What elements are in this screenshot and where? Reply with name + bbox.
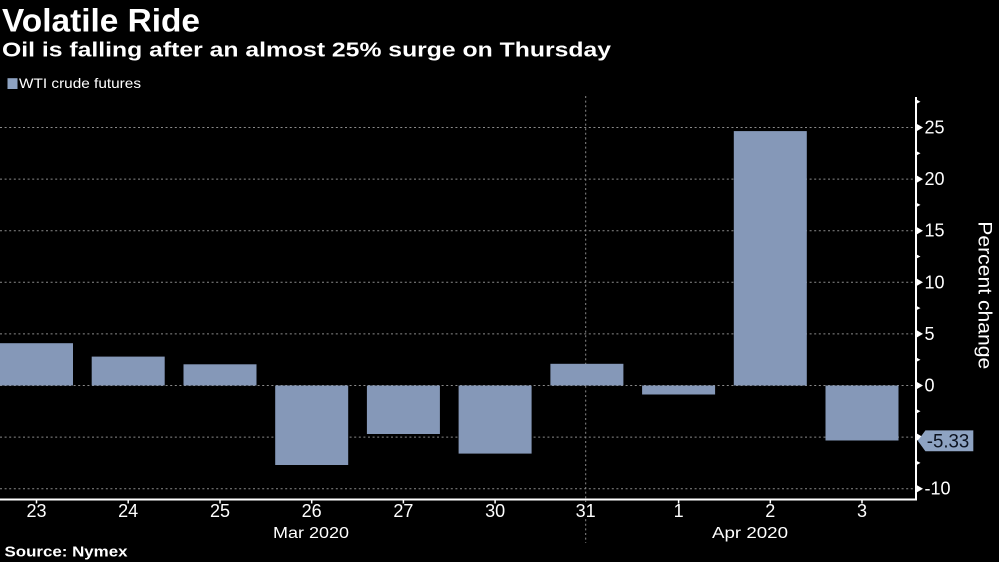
svg-text:15: 15 [925, 221, 945, 241]
svg-text:24: 24 [118, 501, 138, 521]
svg-text:25: 25 [210, 501, 230, 521]
svg-text:Source: Nymex: Source: Nymex [5, 545, 128, 561]
svg-text:1: 1 [674, 501, 684, 521]
svg-text:0: 0 [925, 376, 935, 396]
svg-text:30: 30 [485, 501, 505, 521]
svg-text:-5.33: -5.33 [927, 432, 970, 453]
svg-text:20: 20 [925, 169, 945, 189]
svg-text:5: 5 [925, 324, 935, 344]
svg-text:-10: -10 [925, 479, 951, 499]
svg-text:31: 31 [576, 501, 596, 521]
svg-text:Percent change: Percent change [974, 221, 995, 369]
svg-text:3: 3 [857, 501, 867, 521]
svg-text:WTI crude futures: WTI crude futures [19, 75, 141, 91]
svg-text:Volatile Ride: Volatile Ride [2, 3, 200, 39]
svg-text:26: 26 [302, 501, 322, 521]
svg-text:Apr 2020: Apr 2020 [712, 525, 788, 542]
svg-text:Mar 2020: Mar 2020 [273, 525, 349, 542]
svg-text:23: 23 [26, 501, 46, 521]
svg-text:2: 2 [765, 501, 775, 521]
svg-text:25: 25 [925, 118, 945, 138]
svg-text:10: 10 [925, 272, 945, 292]
svg-text:Oil is falling after an almost: Oil is falling after an almost 25% surge… [2, 38, 612, 61]
svg-text:27: 27 [393, 501, 413, 521]
